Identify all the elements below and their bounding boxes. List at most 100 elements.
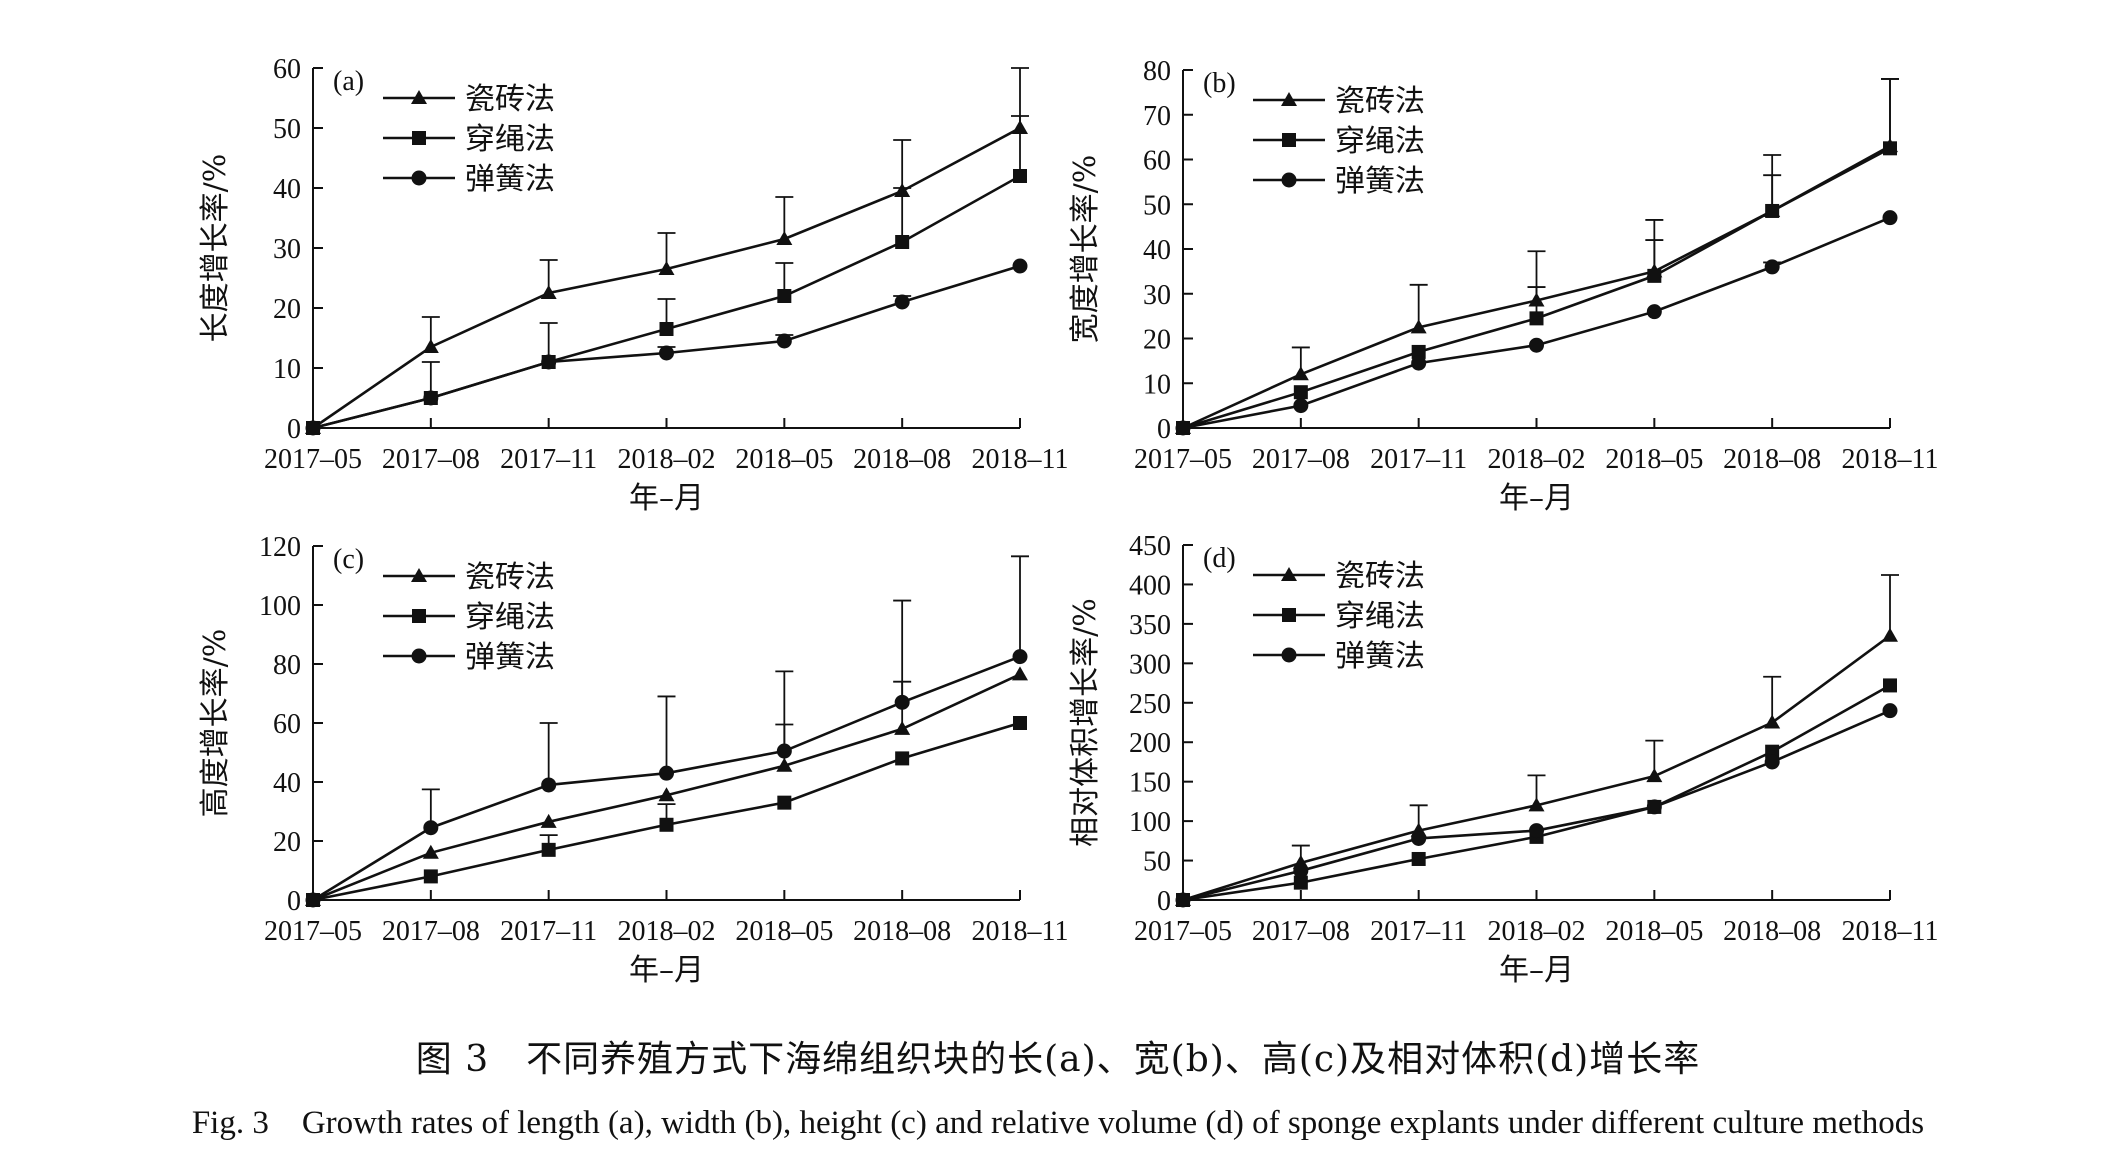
x-tick-label: 2018–02 — [1488, 444, 1586, 475]
chart-panel-4: 0 50 100 150 200 250 300 350 400 450 2017–05 2017–0… — [1068, 531, 1938, 988]
data-point — [305, 892, 321, 908]
x-tick-label: 2018–05 — [735, 444, 833, 475]
data-point — [540, 285, 557, 299]
legend-marker — [411, 170, 427, 186]
y-tick-label: 30 — [273, 234, 301, 265]
x-tick-label: 2017–11 — [1370, 444, 1467, 475]
data-point — [1528, 797, 1545, 812]
data-point — [1883, 141, 1897, 156]
data-point — [541, 777, 557, 793]
y-tick-label: 120 — [259, 532, 301, 563]
series-3 — [1175, 210, 1898, 436]
x-tick-label: 2018–08 — [853, 916, 951, 947]
series-2 — [306, 115, 1029, 435]
data-point — [895, 751, 910, 766]
x-tick-label: 2017–05 — [1134, 916, 1232, 947]
data-point — [423, 820, 439, 836]
data-point — [659, 345, 674, 361]
y-tick-label: 0 — [287, 414, 301, 445]
data-point — [1764, 259, 1780, 275]
legend-label: 弹簧法 — [465, 162, 555, 197]
x-tick-label: 2018–02 — [618, 444, 716, 475]
data-point — [658, 261, 675, 275]
y-tick-label: 450 — [1129, 531, 1171, 562]
data-point — [1411, 830, 1427, 846]
data-point — [1411, 355, 1427, 371]
y-tick-label: 60 — [1143, 146, 1171, 177]
data-point — [422, 844, 439, 859]
x-tick-label: 2018–11 — [1842, 444, 1939, 475]
y-tick-label: 20 — [273, 294, 301, 325]
y-tick-label: 40 — [273, 174, 301, 205]
series-1 — [305, 67, 1029, 434]
data-point — [1292, 366, 1309, 381]
x-tick-label: 2018–08 — [1723, 444, 1821, 475]
y-tick-label: 80 — [273, 650, 301, 681]
legend-label: 穿绳法 — [465, 122, 555, 157]
y-tick-label: 50 — [273, 114, 301, 145]
legend-label: 穿绳法 — [1335, 599, 1425, 634]
panel-label: (b) — [1203, 68, 1236, 99]
data-point — [1293, 398, 1309, 414]
y-tick-label: 20 — [1143, 325, 1171, 356]
x-tick-label: 2018–11 — [972, 444, 1069, 475]
y-tick-label: 10 — [1143, 369, 1171, 400]
chart-panel-2: 0 10 20 30 40 50 60 70 80 2017–05 2017–08 2017–11 20… — [1068, 56, 1938, 516]
y-tick-label: 60 — [273, 54, 301, 85]
data-point — [1175, 420, 1191, 436]
y-tick-label: 70 — [1143, 101, 1171, 132]
data-point — [1013, 169, 1027, 183]
series-line — [1182, 634, 1891, 902]
legend-marker — [1282, 133, 1296, 147]
figure-caption-chinese: 图 3 不同养殖方式下海绵组织块的长(a)、宽(b)、高(c)及相对体积(d)增… — [415, 1039, 1701, 1080]
y-tick-label: 150 — [1129, 768, 1171, 799]
data-point — [1012, 666, 1028, 681]
legend-label: 穿绳法 — [465, 600, 555, 635]
data-point — [1293, 875, 1308, 890]
data-point — [777, 289, 792, 303]
data-point — [895, 235, 910, 249]
data-point — [1882, 703, 1898, 719]
x-axis-label: 年–月 — [629, 953, 704, 988]
y-axis-label: 长度增长率/% — [198, 154, 233, 343]
x-tick-label: 2017–08 — [1252, 916, 1350, 947]
y-tick-label: 400 — [1129, 570, 1171, 601]
y-tick-label: 100 — [259, 591, 301, 622]
series-3 — [305, 258, 1028, 436]
x-tick-label: 2017–11 — [500, 444, 597, 475]
data-point — [1883, 678, 1897, 693]
legend-marker — [411, 568, 427, 582]
data-point — [776, 231, 793, 245]
data-point — [423, 390, 439, 406]
series-1 — [1175, 78, 1899, 434]
x-tick-label: 2017–05 — [1134, 444, 1232, 475]
series-3 — [1175, 703, 1898, 908]
y-tick-label: 350 — [1129, 610, 1171, 641]
y-tick-label: 10 — [273, 354, 301, 385]
data-point — [422, 339, 439, 353]
panel-label: (a) — [333, 66, 364, 97]
data-point — [1529, 311, 1544, 326]
panel-label: (c) — [333, 544, 364, 575]
legend-marker — [1281, 647, 1297, 663]
data-point — [1013, 716, 1027, 730]
data-point — [541, 354, 557, 370]
data-point — [1293, 863, 1309, 879]
data-point — [1012, 258, 1028, 274]
x-tick-label: 2018–05 — [735, 916, 833, 947]
data-point — [305, 420, 321, 436]
y-tick-label: 250 — [1129, 689, 1171, 720]
y-tick-label: 30 — [1143, 280, 1171, 311]
x-tick-label: 2018–02 — [1488, 916, 1586, 947]
y-tick-label: 100 — [1129, 807, 1171, 838]
data-point — [1646, 304, 1662, 320]
x-axis-label: 年–月 — [1499, 481, 1574, 516]
data-point — [1765, 203, 1780, 218]
x-axis-label: 年–月 — [629, 481, 704, 516]
y-axis-label: 宽度增长率/% — [1068, 155, 1103, 344]
data-point — [776, 757, 793, 772]
data-point — [540, 813, 557, 828]
y-tick-label: 200 — [1129, 728, 1171, 759]
x-tick-label: 2017–08 — [1252, 444, 1350, 475]
legend-label: 瓷砖法 — [465, 82, 555, 117]
